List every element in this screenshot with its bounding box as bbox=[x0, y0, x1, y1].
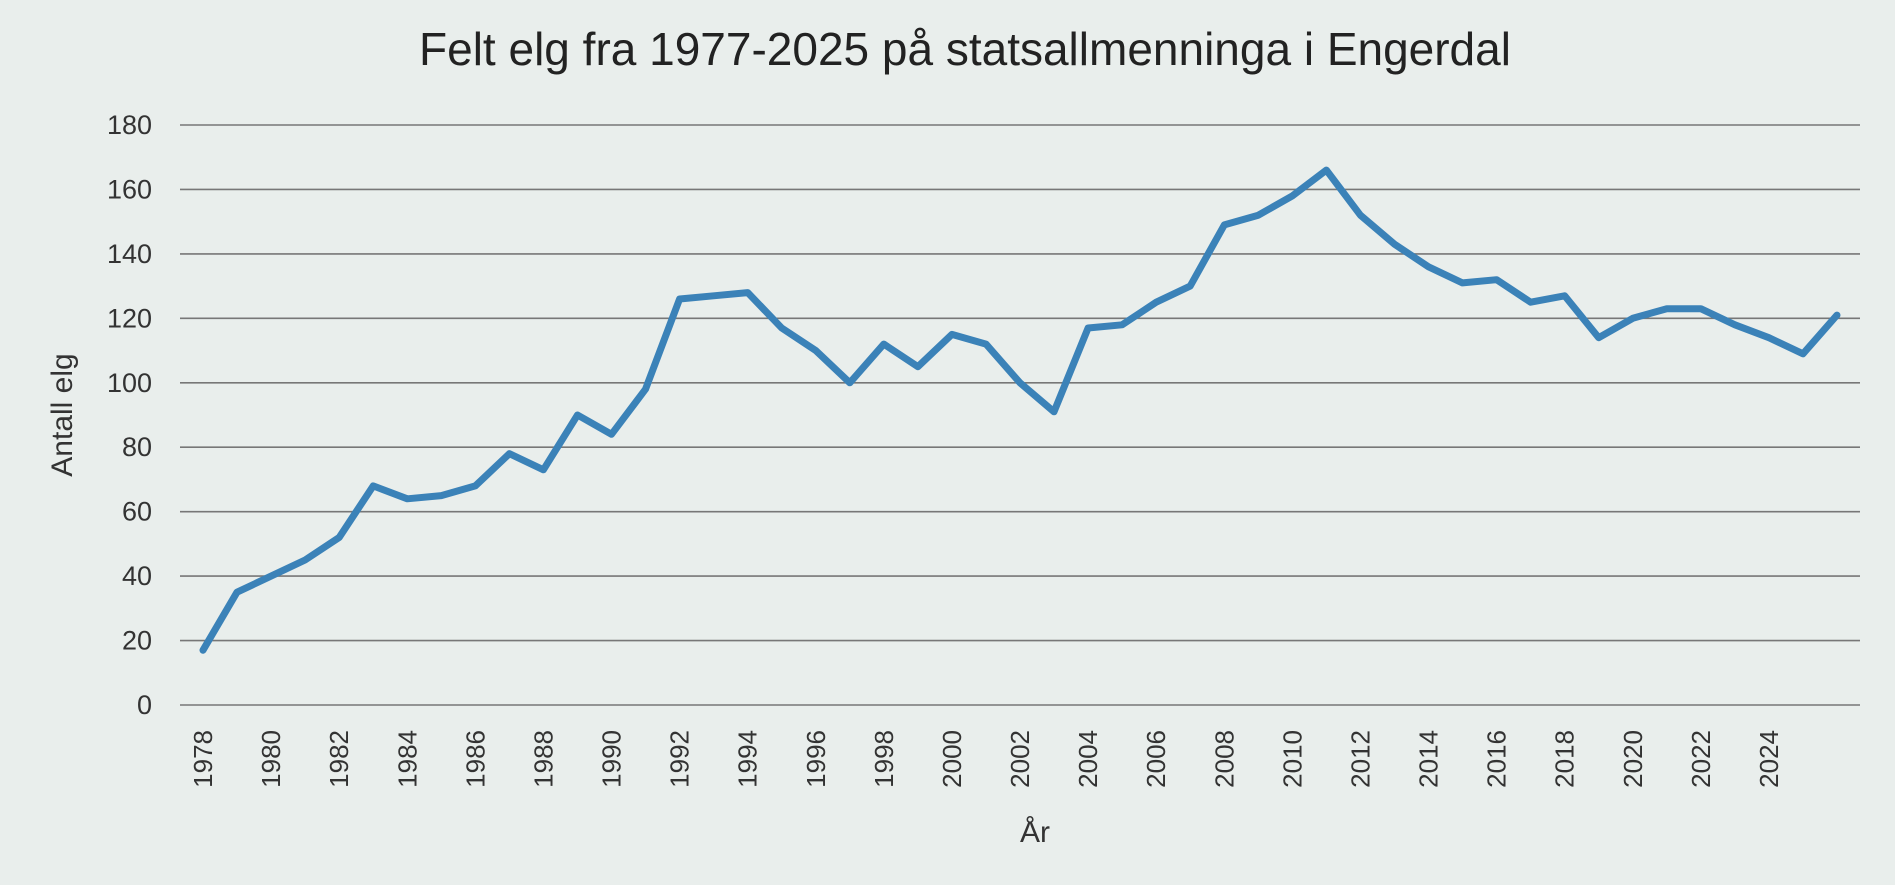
data-point bbox=[609, 431, 614, 437]
x-tick-label: 1994 bbox=[733, 730, 763, 788]
data-point bbox=[1800, 351, 1806, 357]
x-tick-label: 2020 bbox=[1618, 730, 1648, 788]
data-point bbox=[574, 412, 580, 418]
data-point bbox=[1494, 277, 1500, 283]
data-point bbox=[1460, 280, 1466, 286]
y-tick-label: 180 bbox=[107, 110, 152, 140]
data-point bbox=[336, 534, 342, 540]
data-point bbox=[847, 380, 853, 386]
series-layer bbox=[199, 166, 1841, 654]
y-tick-label: 0 bbox=[137, 690, 152, 720]
data-point bbox=[302, 557, 308, 563]
x-tick-label: 1992 bbox=[665, 730, 695, 788]
data-point bbox=[677, 296, 683, 302]
data-point bbox=[1766, 335, 1772, 341]
data-point bbox=[1119, 322, 1125, 328]
x-tick-label: 2010 bbox=[1277, 730, 1307, 788]
x-tick-label: 2012 bbox=[1345, 730, 1375, 788]
y-tick-label: 100 bbox=[107, 368, 152, 398]
data-point bbox=[438, 493, 444, 499]
data-point bbox=[1528, 299, 1534, 305]
data-point bbox=[1221, 222, 1227, 228]
x-tick-label: 2000 bbox=[937, 730, 967, 788]
data-point bbox=[540, 467, 546, 473]
data-point bbox=[1357, 212, 1363, 218]
x-tick-label: 1990 bbox=[597, 730, 627, 788]
data-point bbox=[1426, 264, 1431, 270]
y-tick-label: 80 bbox=[122, 432, 152, 462]
data-point bbox=[1017, 380, 1023, 386]
data-point bbox=[711, 293, 717, 299]
data-point bbox=[1732, 322, 1738, 328]
data-point bbox=[1664, 306, 1670, 312]
y-tick-label: 40 bbox=[122, 561, 152, 591]
data-point bbox=[268, 573, 274, 579]
x-axis-label: År bbox=[1020, 816, 1050, 849]
y-tick-label: 20 bbox=[122, 626, 152, 656]
data-point bbox=[881, 341, 887, 347]
data-point bbox=[779, 325, 785, 331]
chart-title: Felt elg fra 1977-2025 på statsallmennin… bbox=[419, 23, 1511, 75]
x-tick-label: 2016 bbox=[1482, 730, 1512, 788]
data-point bbox=[404, 496, 410, 502]
y-tick-label: 140 bbox=[107, 239, 152, 269]
data-point bbox=[915, 364, 921, 370]
x-tick-label: 1980 bbox=[256, 730, 286, 788]
x-tick-label: 2014 bbox=[1414, 730, 1444, 788]
y-tick-label: 60 bbox=[122, 497, 152, 527]
data-point bbox=[1562, 293, 1568, 299]
y-tick-label: 160 bbox=[107, 174, 152, 204]
data-point bbox=[1391, 241, 1397, 247]
data-point bbox=[1630, 315, 1636, 321]
y-axis-label: Antall elg bbox=[46, 353, 79, 476]
data-point bbox=[1085, 325, 1091, 331]
x-tick-label: 2008 bbox=[1209, 730, 1239, 788]
data-point bbox=[1289, 193, 1295, 199]
x-tick-label: 2002 bbox=[1005, 730, 1035, 788]
data-point bbox=[949, 331, 955, 337]
x-tick-label: 2004 bbox=[1073, 730, 1103, 788]
gridlines bbox=[180, 124, 1860, 706]
data-point bbox=[1255, 212, 1261, 218]
data-point bbox=[745, 290, 751, 296]
data-point bbox=[643, 386, 649, 392]
data-point bbox=[1187, 283, 1193, 289]
data-point bbox=[983, 341, 989, 347]
data-point bbox=[813, 348, 819, 354]
x-tick-label: 2018 bbox=[1550, 730, 1580, 788]
series-line bbox=[199, 166, 1841, 654]
x-tick-labels: 1978 1980 1982 1984 1986 1988 1990 1992 1994 1996… bbox=[188, 730, 1784, 788]
data-point bbox=[472, 483, 478, 489]
data-point bbox=[1834, 312, 1840, 318]
data-point bbox=[1323, 167, 1329, 173]
data-point bbox=[200, 647, 206, 653]
data-point bbox=[234, 589, 240, 595]
y-tick-labels: 0 20 40 60 80 100 120 140 160 180 bbox=[107, 110, 152, 720]
x-tick-label: 2006 bbox=[1141, 730, 1171, 788]
x-tick-label: 1998 bbox=[869, 730, 899, 788]
x-tick-label: 1996 bbox=[801, 730, 831, 788]
x-tick-label: 1986 bbox=[460, 730, 490, 788]
x-tick-label: 1988 bbox=[528, 730, 558, 788]
y-tick-label: 120 bbox=[107, 303, 152, 333]
data-point bbox=[1153, 299, 1159, 305]
data-point bbox=[506, 451, 512, 457]
x-tick-label: 1982 bbox=[324, 730, 354, 788]
x-tick-label: 1978 bbox=[188, 730, 218, 788]
x-tick-label: 2024 bbox=[1754, 730, 1784, 788]
data-point bbox=[1698, 306, 1704, 312]
x-tick-label: 1984 bbox=[392, 730, 422, 788]
data-point bbox=[1051, 409, 1057, 415]
x-tick-label: 2022 bbox=[1686, 730, 1716, 788]
data-point bbox=[370, 483, 376, 489]
data-point bbox=[1596, 335, 1602, 341]
